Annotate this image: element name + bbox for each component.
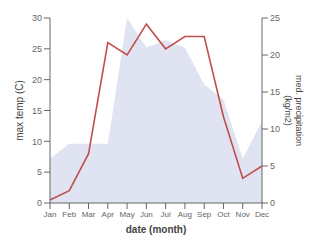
svg-text:30: 30 xyxy=(32,13,42,23)
svg-text:Nov: Nov xyxy=(236,210,250,219)
svg-text:5: 5 xyxy=(270,161,275,171)
svg-text:15: 15 xyxy=(270,87,280,97)
svg-text:5: 5 xyxy=(37,167,42,177)
svg-text:max temp (C): max temp (C) xyxy=(14,80,25,141)
svg-text:20: 20 xyxy=(270,50,280,60)
svg-text:Apr: Apr xyxy=(102,210,115,219)
svg-text:0: 0 xyxy=(270,198,275,208)
svg-text:25: 25 xyxy=(32,44,42,54)
svg-text:Feb: Feb xyxy=(62,210,76,219)
svg-text:Sep: Sep xyxy=(197,210,212,219)
svg-text:May: May xyxy=(120,210,135,219)
svg-text:Dec: Dec xyxy=(255,210,269,219)
svg-text:20: 20 xyxy=(32,75,42,85)
svg-text:Jan: Jan xyxy=(44,210,57,219)
svg-text:Aug: Aug xyxy=(178,210,192,219)
svg-text:Jul: Jul xyxy=(161,210,171,219)
svg-text:15: 15 xyxy=(32,106,42,116)
svg-text:Oct: Oct xyxy=(217,210,230,219)
svg-text:med. precipitation(kg/m2): med. precipitation(kg/m2) xyxy=(283,75,304,146)
svg-text:25: 25 xyxy=(270,13,280,23)
svg-text:10: 10 xyxy=(270,124,280,134)
svg-text:0: 0 xyxy=(37,198,42,208)
svg-text:Mar: Mar xyxy=(82,210,96,219)
svg-text:Jun: Jun xyxy=(140,210,153,219)
svg-text:date (month): date (month) xyxy=(126,224,187,235)
svg-text:10: 10 xyxy=(32,137,42,147)
